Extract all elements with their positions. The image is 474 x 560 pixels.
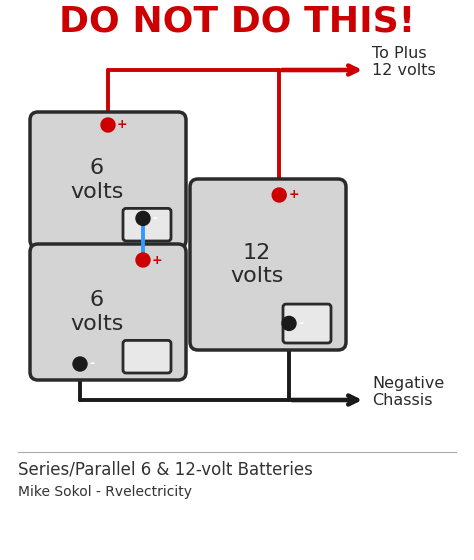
- Text: -: -: [298, 317, 303, 330]
- FancyBboxPatch shape: [123, 340, 171, 373]
- Circle shape: [136, 211, 150, 225]
- Text: +: +: [288, 189, 299, 202]
- Text: 6
volts: 6 volts: [70, 158, 124, 202]
- Text: 6
volts: 6 volts: [70, 291, 124, 334]
- Text: Negative
Chassis: Negative Chassis: [372, 376, 444, 408]
- FancyBboxPatch shape: [283, 304, 331, 343]
- Text: +: +: [152, 254, 163, 267]
- Circle shape: [73, 357, 87, 371]
- FancyBboxPatch shape: [30, 112, 186, 248]
- FancyBboxPatch shape: [190, 179, 346, 350]
- Text: -: -: [152, 212, 157, 225]
- Text: DO NOT DO THIS!: DO NOT DO THIS!: [59, 5, 415, 39]
- Text: 12
volts: 12 volts: [230, 243, 283, 286]
- Text: +: +: [117, 119, 128, 132]
- Circle shape: [282, 316, 296, 330]
- Text: To Plus
12 volts: To Plus 12 volts: [372, 46, 436, 78]
- Circle shape: [136, 253, 150, 267]
- Text: -: -: [89, 357, 94, 371]
- Text: Mike Sokol - Rvelectricity: Mike Sokol - Rvelectricity: [18, 485, 192, 499]
- FancyBboxPatch shape: [123, 208, 171, 241]
- Text: Series/Parallel 6 & 12-volt Batteries: Series/Parallel 6 & 12-volt Batteries: [18, 461, 313, 479]
- Circle shape: [101, 118, 115, 132]
- FancyBboxPatch shape: [30, 244, 186, 380]
- Circle shape: [272, 188, 286, 202]
